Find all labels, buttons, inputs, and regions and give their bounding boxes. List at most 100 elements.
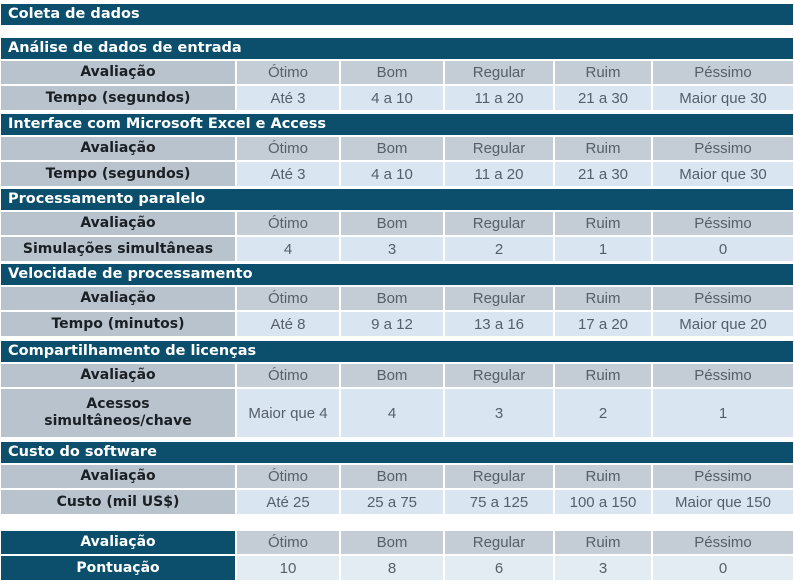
column-header: Avaliação (1, 287, 237, 312)
column-header: Bom (341, 465, 445, 490)
table-cell: 11 a 20 (445, 162, 555, 188)
column-header: Péssimo (653, 61, 793, 86)
row-label: Custo (mil US$) (1, 490, 237, 516)
header-row: Avaliação Ótimo Bom Regular Ruim Péssimo (1, 137, 793, 162)
column-header: Ruim (555, 531, 653, 556)
column-header: Avaliação (1, 531, 237, 556)
column-header: Regular (445, 465, 555, 490)
section-title: Compartilhamento de licenças (1, 341, 793, 362)
score-row: Pontuação 10 8 6 3 0 (1, 556, 793, 582)
table-cell: 11 a 20 (445, 86, 555, 112)
column-header: Bom (341, 364, 445, 389)
table-cell: Até 3 (237, 162, 341, 188)
table-cell: 2 (445, 237, 555, 263)
section-title: Velocidade de processamento (1, 264, 793, 285)
table-cell: 9 a 12 (341, 312, 445, 338)
column-header: Ruim (555, 287, 653, 312)
section-title: Interface com Microsoft Excel e Access (1, 114, 793, 135)
header-row: Avaliação Ótimo Bom Regular Ruim Péssimo (1, 212, 793, 237)
row-label: Tempo (segundos) (1, 162, 237, 188)
column-header: Bom (341, 287, 445, 312)
table-row: Acessos simultâneos/chave Maior que 4 4 … (1, 389, 793, 439)
score-cell: 10 (237, 556, 341, 582)
column-header: Ótimo (237, 465, 341, 490)
table-cell: 4 a 10 (341, 86, 445, 112)
table-cell: 3 (341, 237, 445, 263)
column-header: Ruim (555, 364, 653, 389)
column-header: Ótimo (237, 212, 341, 237)
column-header: Ótimo (237, 364, 341, 389)
column-header: Regular (445, 531, 555, 556)
column-header: Regular (445, 137, 555, 162)
table-cell: 3 (445, 389, 555, 439)
table-cell: 0 (653, 237, 793, 263)
row-label: Tempo (minutos) (1, 312, 237, 338)
table-cell: 4 (237, 237, 341, 263)
table-row: Tempo (minutos) Até 8 9 a 12 13 a 16 17 … (1, 312, 793, 338)
column-header: Regular (445, 287, 555, 312)
column-header: Bom (341, 212, 445, 237)
header-row: Avaliação Ótimo Bom Regular Ruim Péssimo (1, 364, 793, 389)
table-cell: 1 (653, 389, 793, 439)
column-header: Avaliação (1, 212, 237, 237)
score-cell: 3 (555, 556, 653, 582)
table-cell: 2 (555, 389, 653, 439)
section-title: Processamento paralelo (1, 189, 793, 210)
score-cell: 0 (653, 556, 793, 582)
column-header: Ruim (555, 137, 653, 162)
table-cell: 25 a 75 (341, 490, 445, 516)
row-label: Pontuação (1, 556, 237, 582)
table-cell: 21 a 30 (555, 86, 653, 112)
table-cell: Maior que 4 (237, 389, 341, 439)
table-cell: Até 25 (237, 490, 341, 516)
column-header: Bom (341, 137, 445, 162)
section-title: Análise de dados de entrada (1, 38, 793, 59)
column-header: Ótimo (237, 287, 341, 312)
table-cell: Até 3 (237, 86, 341, 112)
column-header: Avaliação (1, 465, 237, 490)
score-header-row: Avaliação Ótimo Bom Regular Ruim Péssimo (1, 531, 793, 556)
column-header: Regular (445, 61, 555, 86)
table-cell: Maior que 20 (653, 312, 793, 338)
column-header: Ruim (555, 465, 653, 490)
section-title: Custo do software (1, 442, 793, 463)
column-header: Regular (445, 364, 555, 389)
table-cell: 13 a 16 (445, 312, 555, 338)
row-label: Acessos simultâneos/chave (1, 389, 237, 439)
column-header: Péssimo (653, 137, 793, 162)
table-cell: 4 a 10 (341, 162, 445, 188)
column-header: Ruim (555, 212, 653, 237)
column-header: Péssimo (653, 287, 793, 312)
column-header: Péssimo (653, 364, 793, 389)
column-header: Avaliação (1, 364, 237, 389)
table-cell: Maior que 150 (653, 490, 793, 516)
score-cell: 6 (445, 556, 555, 582)
column-header: Ótimo (237, 61, 341, 86)
table-row: Custo (mil US$) Até 25 25 a 75 75 a 125 … (1, 490, 793, 516)
row-label: Simulações simultâneas (1, 237, 237, 263)
column-header: Ótimo (237, 531, 341, 556)
table-cell: 1 (555, 237, 653, 263)
table-title: Coleta de dados (1, 4, 793, 25)
table-cell: 17 a 20 (555, 312, 653, 338)
column-header: Ótimo (237, 137, 341, 162)
column-header: Péssimo (653, 212, 793, 237)
table-row: Tempo (segundos) Até 3 4 a 10 11 a 20 21… (1, 86, 793, 112)
column-header: Bom (341, 531, 445, 556)
table-cell: Até 8 (237, 312, 341, 338)
row-label: Tempo (segundos) (1, 86, 237, 112)
table-cell: 100 a 150 (555, 490, 653, 516)
header-row: Avaliação Ótimo Bom Regular Ruim Péssimo (1, 61, 793, 86)
header-row: Avaliação Ótimo Bom Regular Ruim Péssimo (1, 465, 793, 490)
score-cell: 8 (341, 556, 445, 582)
table-row: Tempo (segundos) Até 3 4 a 10 11 a 20 21… (1, 162, 793, 188)
table-row: Simulações simultâneas 4 3 2 1 0 (1, 237, 793, 263)
column-header: Péssimo (653, 531, 793, 556)
column-header: Regular (445, 212, 555, 237)
column-header: Avaliação (1, 137, 237, 162)
header-row: Avaliação Ótimo Bom Regular Ruim Péssimo (1, 287, 793, 312)
column-header: Bom (341, 61, 445, 86)
column-header: Avaliação (1, 61, 237, 86)
table-cell: 4 (341, 389, 445, 439)
